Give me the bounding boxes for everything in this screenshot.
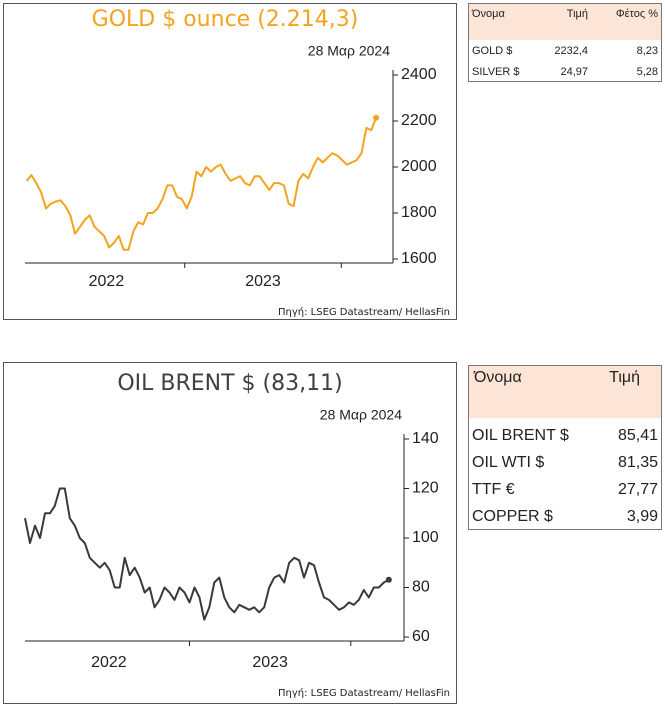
chart-frame — [3, 362, 457, 704]
x-tick-label: 2022 — [89, 273, 125, 290]
y-tick-label: 1600 — [401, 250, 437, 267]
chart-date: 28 Μαρ 2024 — [308, 43, 390, 59]
table-cell: SILVER $ — [472, 66, 520, 78]
series-line — [25, 117, 378, 251]
x-tick-label: 2023 — [245, 273, 281, 290]
end-marker — [385, 576, 392, 583]
table-cell: 5,28 — [637, 66, 658, 78]
y-tick-label: 100 — [412, 529, 439, 546]
x-tick-label: 2022 — [91, 654, 127, 671]
series-line — [24, 487, 390, 621]
x-tick-label: 2023 — [252, 654, 288, 671]
table-cell: TTF € — [472, 481, 515, 498]
table-header: Τιμή — [609, 369, 640, 386]
table-header: Τιμή — [567, 8, 588, 20]
y-tick-label: 120 — [412, 480, 439, 497]
table-cell: OIL BRENT $ — [472, 427, 569, 444]
table-cell: COPPER $ — [472, 508, 553, 525]
source-note: Πηγή: LSEG Datastream/ HellasFin — [278, 687, 450, 699]
chart-title: GOLD $ ounce (2.214,3) — [92, 7, 359, 32]
y-tick-label: 2200 — [401, 112, 437, 129]
y-tick-label: 140 — [412, 430, 439, 447]
source-note: Πηγή: LSEG Datastream/ HellasFin — [278, 306, 450, 318]
chart-frame — [3, 3, 457, 320]
y-tick-label: 80 — [412, 579, 430, 596]
end-marker — [373, 114, 380, 121]
chart-title: OIL BRENT $ (83,11) — [117, 371, 342, 396]
table-cell: 2232,4 — [554, 45, 588, 57]
table-header: Όνομα — [471, 8, 505, 20]
y-tick-label: 1800 — [401, 204, 437, 221]
table-header: Φέτος % — [616, 8, 658, 20]
table-cell: 85,41 — [618, 427, 658, 444]
table-header-bg — [469, 366, 661, 418]
table-cell: GOLD $ — [472, 45, 512, 57]
chart-date: 28 Μαρ 2024 — [320, 407, 402, 423]
y-tick-label: 2400 — [401, 66, 437, 83]
table-header: Όνομα — [473, 369, 522, 386]
table-cell: OIL WTI $ — [472, 454, 544, 471]
y-tick-label: 60 — [412, 628, 430, 645]
table-cell: 24,97 — [560, 66, 588, 78]
y-tick-label: 2000 — [401, 158, 437, 175]
table-cell: 8,23 — [637, 45, 658, 57]
table-header-bg — [469, 4, 661, 40]
table-cell: 3,99 — [627, 508, 658, 525]
table-cell: 81,35 — [618, 454, 658, 471]
table-cell: 27,77 — [618, 481, 658, 498]
